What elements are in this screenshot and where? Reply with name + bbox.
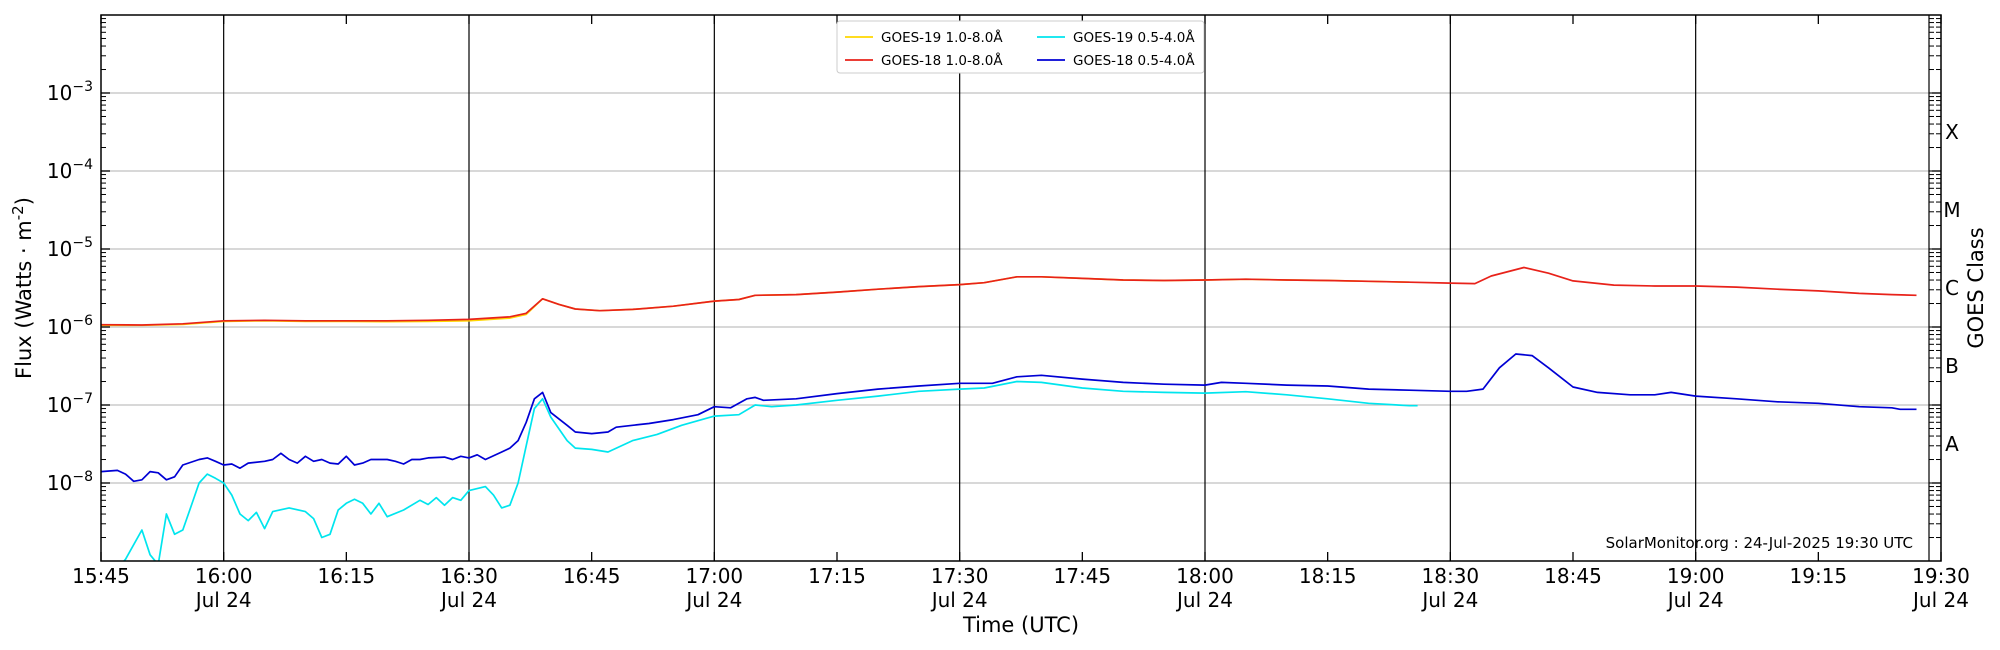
goes-class-label: B — [1945, 354, 1959, 378]
y-tick-label-base: 10 — [47, 159, 72, 183]
legend: GOES-19 1.0-8.0Å GOES-18 1.0-8.0Å GOES-1… — [836, 20, 1205, 74]
y-tick-label: 10−7 — [47, 391, 93, 417]
x-tick-date-label: Jul 24 — [194, 588, 252, 612]
y-axis-label-exponent: -2 — [9, 205, 27, 220]
x-tick-date-label: Jul 24 — [930, 588, 988, 612]
y-tick-label-base: 10 — [47, 237, 72, 261]
x-tick-label: 17:15 — [808, 564, 866, 588]
y-tick-label: 10−3 — [47, 79, 93, 105]
legend-label-goes18-long: GOES-18 1.0-8.0Å — [881, 52, 1003, 69]
y-tick-label: 10−4 — [47, 157, 93, 183]
y-axis-label-close: ) — [12, 197, 36, 205]
y-axis-label-main: Flux (Watts · m — [12, 220, 36, 379]
y-tick-label-exponent: −5 — [72, 235, 93, 251]
series-layer — [101, 266, 1917, 561]
x-tick-label: 18:45 — [1544, 564, 1602, 588]
x-tick-label: 19:00 — [1667, 564, 1725, 588]
y-tick-label-exponent: −4 — [72, 157, 93, 173]
y-axis-label: Flux (Watts · m-2) — [9, 197, 36, 379]
x-tick-label: 19:30 — [1912, 564, 1970, 588]
x-tick-label: 18:15 — [1299, 564, 1357, 588]
y-tick-label-base: 10 — [47, 315, 72, 339]
x-tick-label: 17:30 — [931, 564, 989, 588]
x-tick-date-label: Jul 24 — [1420, 588, 1478, 612]
y-tick-label-base: 10 — [47, 471, 72, 495]
legend-box — [836, 20, 1205, 74]
x-tick-label: 16:30 — [440, 564, 498, 588]
x-tick-date-label: Jul 24 — [684, 588, 742, 612]
y-tick-label-exponent: −6 — [72, 313, 93, 329]
y-tick-label: 10−6 — [47, 313, 93, 339]
x-tick-label: 15:45 — [72, 564, 130, 588]
legend-label-goes19-short: GOES-19 0.5-4.0Å — [1073, 29, 1195, 46]
credit-text: SolarMonitor.org : 24-Jul-2025 19:30 UTC — [1606, 534, 1913, 552]
y-tick-label-base: 10 — [47, 81, 72, 105]
goes-class-axis-label: GOES Class — [1964, 227, 1988, 348]
x-tick-label: 16:00 — [195, 564, 253, 588]
x-tick-label: 18:30 — [1422, 564, 1480, 588]
x-tick-date-label: Jul 24 — [1911, 588, 1969, 612]
y-tick-label-base: 10 — [47, 393, 72, 417]
goes-class-label: C — [1945, 276, 1959, 300]
tick-layer — [100, 15, 1942, 562]
series-line-1 — [101, 266, 1917, 326]
series-line-2 — [122, 380, 1418, 561]
x-tick-label: 16:45 — [563, 564, 621, 588]
x-tick-label: 17:00 — [686, 564, 744, 588]
x-tick-date-label: Jul 24 — [439, 588, 497, 612]
x-tick-label: 16:15 — [318, 564, 376, 588]
series-line-3 — [101, 353, 1917, 483]
x-tick-date-label: Jul 24 — [1666, 588, 1724, 612]
x-tick-label: 17:45 — [1054, 564, 1112, 588]
legend-label-goes18-short: GOES-18 0.5-4.0Å — [1073, 52, 1195, 69]
x-tick-label: 19:15 — [1790, 564, 1848, 588]
y-tick-label-exponent: −7 — [72, 391, 93, 407]
goes-class-label: X — [1945, 120, 1959, 144]
x-tick-label: 18:00 — [1176, 564, 1234, 588]
y-tick-label-exponent: −3 — [72, 79, 93, 95]
x-axis-label: Time (UTC) — [962, 613, 1079, 637]
y-tick-label-exponent: −8 — [72, 469, 93, 485]
goes-class-label: M — [1943, 198, 1960, 222]
y-tick-label: 10−8 — [47, 469, 93, 495]
goes-class-label: A — [1945, 432, 1959, 456]
x-tick-date-label: Jul 24 — [1175, 588, 1233, 612]
plot-frame — [100, 14, 1942, 562]
grid-layer — [101, 15, 1941, 561]
legend-label-goes19-long: GOES-19 1.0-8.0Å — [881, 29, 1003, 46]
y-tick-label: 10−5 — [47, 235, 93, 261]
